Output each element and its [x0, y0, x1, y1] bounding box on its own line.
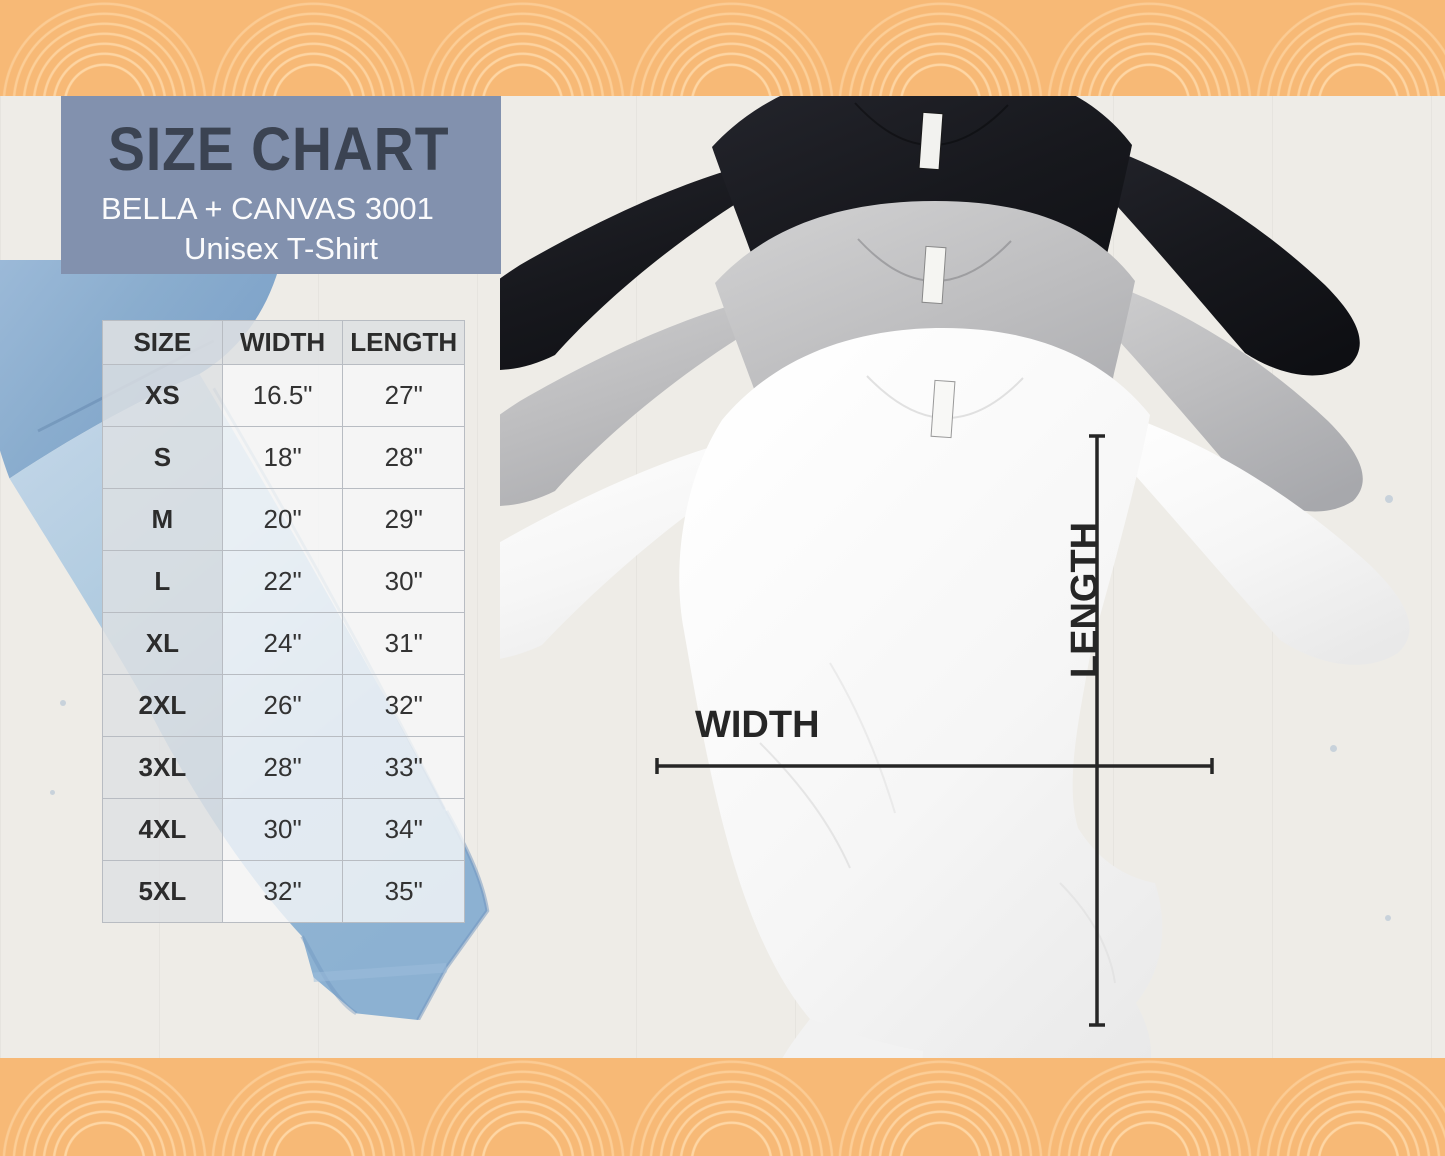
svg-text:WIDTH: WIDTH [695, 704, 820, 746]
svg-text:LENGTH: LENGTH [1064, 522, 1106, 678]
